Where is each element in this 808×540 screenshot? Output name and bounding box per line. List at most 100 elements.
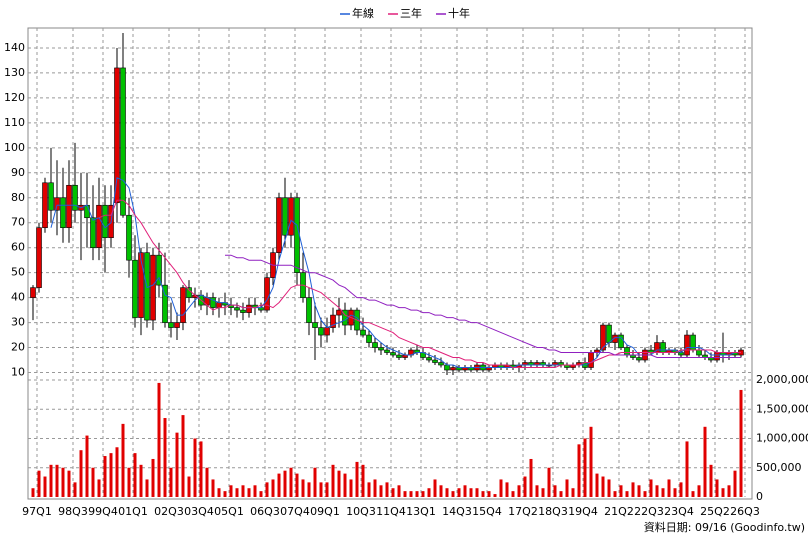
volume-bar	[445, 488, 449, 497]
volume-bar	[181, 415, 185, 497]
volume-bar	[427, 488, 431, 497]
volume-bar	[145, 479, 149, 497]
y-tick-label: 130	[4, 66, 25, 79]
volume-bar	[37, 470, 41, 497]
volume-bar	[685, 441, 689, 497]
volume-bar	[697, 485, 701, 497]
volume-bar	[451, 491, 455, 497]
candle-body	[210, 297, 216, 308]
x-tick-label: 98Q3	[58, 505, 88, 518]
volume-bar	[331, 464, 335, 497]
volume-bar	[631, 482, 635, 497]
x-tick-label: 07Q4	[280, 505, 310, 518]
volume-bar	[109, 453, 113, 497]
volume-bar	[577, 444, 581, 497]
y-tick-label: 60	[11, 241, 25, 254]
candle-body	[174, 322, 180, 328]
volume-bar	[535, 485, 539, 497]
candle-body	[96, 204, 102, 248]
volume-bar	[595, 473, 599, 497]
candle-body	[450, 367, 456, 371]
x-tick-label: 23Q4	[664, 505, 694, 518]
volume-bar	[235, 488, 239, 497]
volume-bar	[457, 488, 461, 497]
x-tick-label: 22Q3	[634, 505, 664, 518]
legend-label: 十年	[448, 6, 470, 20]
candle-body	[84, 204, 90, 219]
volume-bar	[661, 488, 665, 497]
volume-bar	[517, 485, 521, 497]
legend-label: 年線	[352, 6, 374, 20]
volume-bar	[493, 494, 497, 497]
candle-body	[90, 217, 96, 248]
candle-body	[30, 287, 36, 298]
candle-body	[306, 297, 312, 323]
volume-bar	[301, 479, 305, 497]
volume-bar	[379, 485, 383, 497]
candle-body	[240, 309, 246, 313]
y2-tick-label: 2,000,000	[756, 373, 808, 386]
volume-bar	[97, 479, 101, 497]
volume-bar	[295, 473, 299, 497]
y-tick-label: 70	[11, 216, 25, 229]
candle-body	[714, 352, 720, 361]
candle-body	[288, 197, 294, 236]
candle-body	[246, 304, 252, 313]
volume-bar	[433, 479, 437, 497]
volume-bar	[241, 485, 245, 497]
volume-bar	[583, 438, 587, 497]
candle-body	[438, 362, 444, 366]
x-tick-label: 26Q3	[730, 505, 760, 518]
candle-body	[606, 324, 612, 343]
candle-body	[234, 307, 240, 311]
candle-body	[660, 342, 666, 353]
volume-bar	[325, 482, 329, 497]
volume-bar	[43, 476, 47, 497]
y-tick-label: 20	[11, 341, 25, 354]
candle-body	[186, 287, 192, 298]
candle-body	[138, 252, 144, 318]
volume-bar	[61, 467, 65, 497]
volume-bar	[253, 485, 257, 497]
volume-bar	[385, 482, 389, 497]
candle-body	[432, 359, 438, 363]
volume-bar	[475, 488, 479, 497]
volume-bar	[415, 491, 419, 497]
volume-bar	[463, 485, 467, 497]
volume-bar	[175, 432, 179, 497]
candle-body	[378, 347, 384, 351]
volume-bar	[91, 467, 95, 497]
volume-bar	[673, 488, 677, 497]
volume-bar	[169, 467, 173, 497]
volume-bar	[79, 450, 83, 497]
volume-bar	[469, 488, 473, 497]
volume-bar	[499, 479, 503, 497]
legend-label: 三年	[400, 6, 422, 20]
volume-bar	[319, 482, 323, 497]
candle-body	[126, 214, 132, 261]
x-tick-label: 97Q1	[22, 505, 52, 518]
volume-bar	[541, 488, 545, 497]
x-tick-label: 21Q2	[604, 505, 634, 518]
volume-bar	[121, 423, 125, 497]
x-tick-label: 09Q1	[310, 505, 340, 518]
x-tick-label: 01Q1	[118, 505, 148, 518]
candle-body	[330, 314, 336, 328]
candle-body	[390, 352, 396, 356]
volume-bar	[337, 470, 341, 497]
volume-bar	[313, 467, 317, 497]
volume-bar	[193, 438, 197, 497]
x-tick-label: 13Q1	[406, 505, 436, 518]
x-tick-label: 03Q4	[184, 505, 214, 518]
volume-bar	[49, 464, 53, 497]
volume-bar	[73, 482, 77, 497]
candle-body	[36, 227, 42, 288]
volume-bar	[505, 482, 509, 497]
volume-bar	[655, 485, 659, 497]
x-tick-label: 14Q3	[442, 505, 472, 518]
x-tick-label: 25Q2	[700, 505, 730, 518]
candle-body	[384, 349, 390, 353]
volume-bar	[217, 488, 221, 497]
volume-bar	[679, 482, 683, 497]
